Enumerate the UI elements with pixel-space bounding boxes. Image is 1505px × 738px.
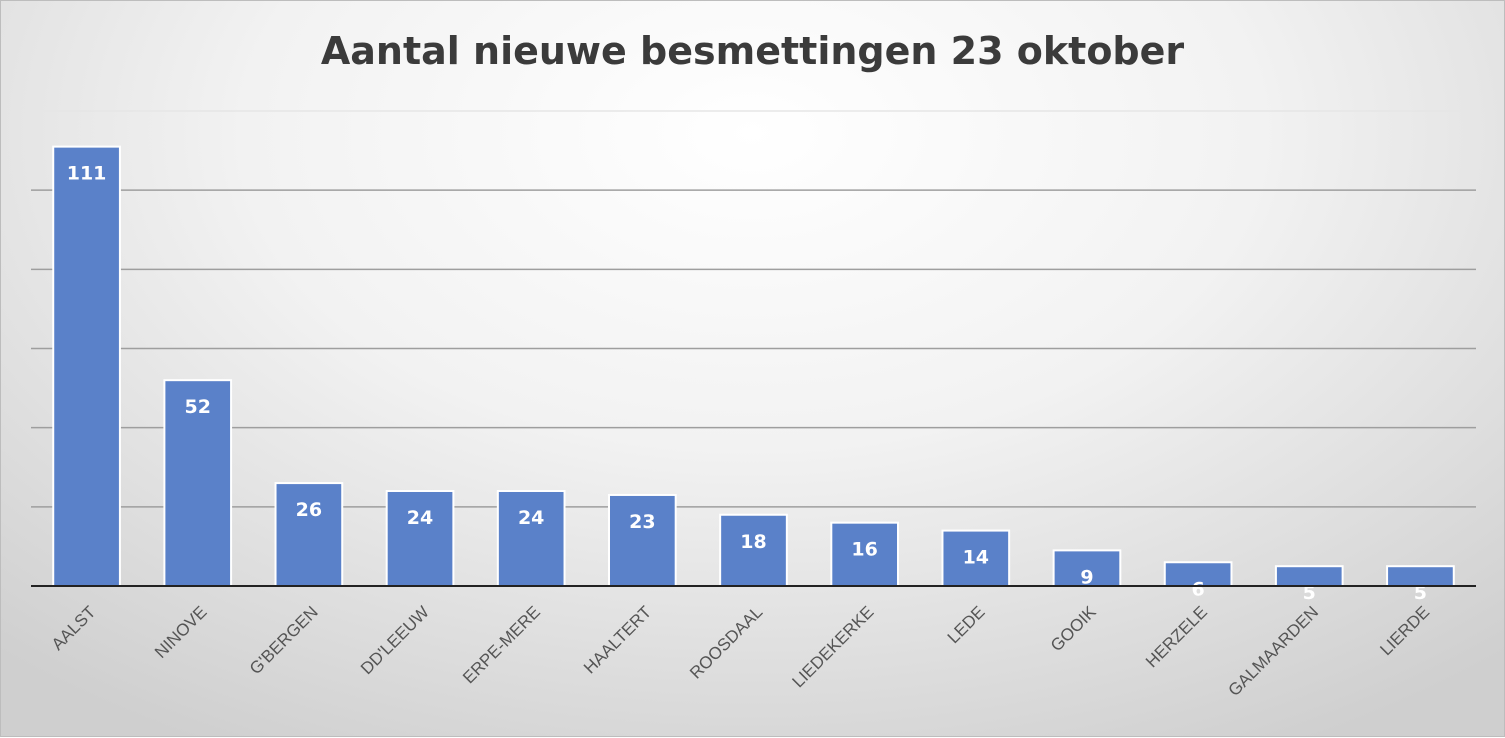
data-label: 18	[740, 531, 766, 553]
gridlines	[31, 110, 1476, 508]
bar	[496, 490, 566, 587]
bar	[385, 490, 455, 587]
category-label: G'BERGEN	[246, 602, 322, 678]
data-label: 26	[296, 499, 322, 521]
bars	[52, 145, 1455, 588]
data-label: 6	[1191, 578, 1204, 600]
chart-title: Aantal nieuwe besmettingen 23 oktober	[320, 29, 1185, 73]
data-label: 23	[629, 511, 655, 533]
category-label: ROOSDAAL	[686, 602, 766, 682]
data-label: 16	[851, 539, 877, 561]
data-label: 52	[185, 396, 211, 418]
data-label: 5	[1303, 582, 1316, 604]
category-labels: AALST NINOVE G'BERGEN DD'LEEUW ERPE-MERE HAAL…	[48, 602, 1433, 700]
category-label: GOOIK	[1047, 602, 1100, 655]
data-label: 14	[963, 547, 989, 569]
data-labels: 111 52 26 24 24 23 18 16 14 9 6 5 5	[67, 163, 1427, 605]
category-label: LEDE	[944, 602, 989, 647]
category-label: DD'LEEUW	[357, 602, 433, 678]
data-label: 111	[67, 163, 107, 185]
data-label: 9	[1080, 566, 1093, 588]
data-label: 24	[518, 507, 544, 529]
category-label: GALMAARDEN	[1224, 602, 1322, 700]
category-label: LIERDE	[1376, 602, 1433, 659]
category-label: HERZELE	[1142, 602, 1211, 671]
category-label: HAALTERT	[580, 602, 655, 677]
category-label: LIEDEKERKE	[789, 602, 878, 691]
category-label: NINOVE	[151, 602, 211, 662]
category-label: ERPE-MERE	[459, 602, 544, 687]
bar	[52, 145, 121, 587]
data-label: 24	[407, 507, 433, 529]
data-label: 5	[1414, 582, 1427, 604]
category-label: AALST	[48, 602, 100, 654]
bar	[163, 379, 233, 587]
bar	[608, 493, 677, 588]
